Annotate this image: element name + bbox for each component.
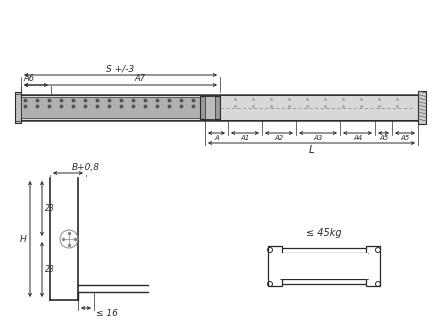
Text: A6: A6 [23,74,34,83]
Text: S +/-3: S +/-3 [106,64,135,73]
Bar [366,246,380,286]
Bar [418,91,426,124]
Text: L: L [309,145,314,155]
Text: B+0,8: B+0,8 [72,163,100,172]
Bar [15,92,21,123]
Text: A3: A3 [313,135,323,141]
Text: 23: 23 [45,204,55,213]
Text: A1: A1 [240,135,250,141]
Text: H: H [19,235,26,244]
Bar [280,253,368,279]
Text: A7: A7 [135,74,146,83]
Bar [280,279,368,284]
Bar [280,248,368,253]
Bar [200,96,220,119]
Text: A5: A5 [400,135,410,141]
Text: A5: A5 [379,135,388,141]
Text: A4: A4 [353,135,362,141]
Bar [268,246,282,286]
Text: A: A [214,135,219,141]
Bar [15,95,418,120]
Text: ≤ 16: ≤ 16 [96,309,118,318]
Bar [21,97,200,118]
Text: A2: A2 [274,135,284,141]
Text: 23: 23 [45,265,55,274]
Bar [205,96,215,119]
Bar [220,95,418,120]
Text: ≤ 45kg: ≤ 45kg [306,228,342,238]
